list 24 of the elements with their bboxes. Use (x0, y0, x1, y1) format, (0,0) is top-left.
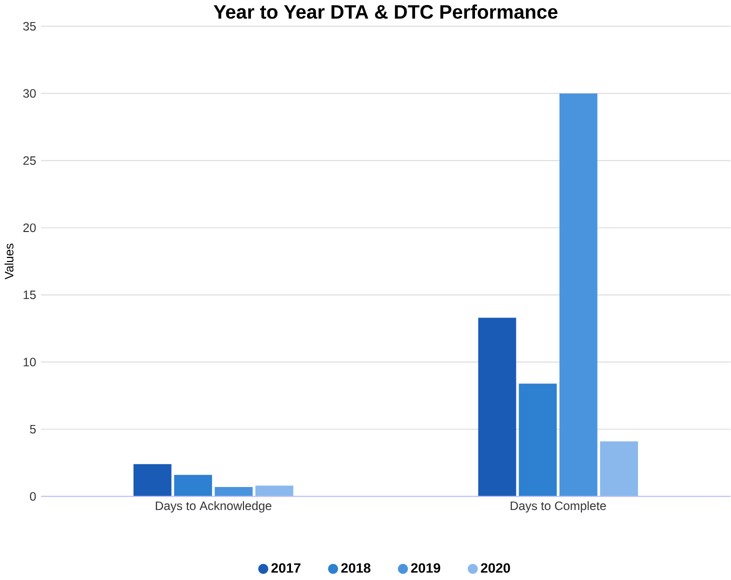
legend-label: 2019 (411, 563, 440, 573)
bar (134, 464, 172, 496)
bar (174, 474, 212, 496)
x-tick-label: Days to Acknowledge (156, 501, 272, 512)
bar (478, 318, 516, 496)
y-tick-label: 25 (23, 156, 36, 165)
y-tick-label: 35 (23, 22, 36, 31)
y-axis-title: Values (4, 244, 14, 280)
legend-label: 2018 (341, 563, 370, 573)
bar (600, 441, 638, 496)
legend-label: 2017 (271, 563, 300, 573)
y-tick-label: 5 (30, 424, 36, 434)
x-tick-label: Days to Complete (510, 501, 606, 512)
bar (559, 93, 598, 496)
y-tick-label: 0 (30, 492, 36, 501)
legend-label: 2020 (480, 563, 510, 573)
y-tick-label: 30 (23, 89, 36, 98)
y-tick-label: 15 (24, 290, 36, 300)
y-tick-label: 10 (24, 358, 36, 366)
chart-title: Year to Year DTA & DTC Performance (214, 4, 558, 19)
bar (214, 486, 253, 496)
bar (255, 486, 294, 496)
y-tick-label: 20 (23, 223, 36, 232)
bar (518, 384, 557, 496)
